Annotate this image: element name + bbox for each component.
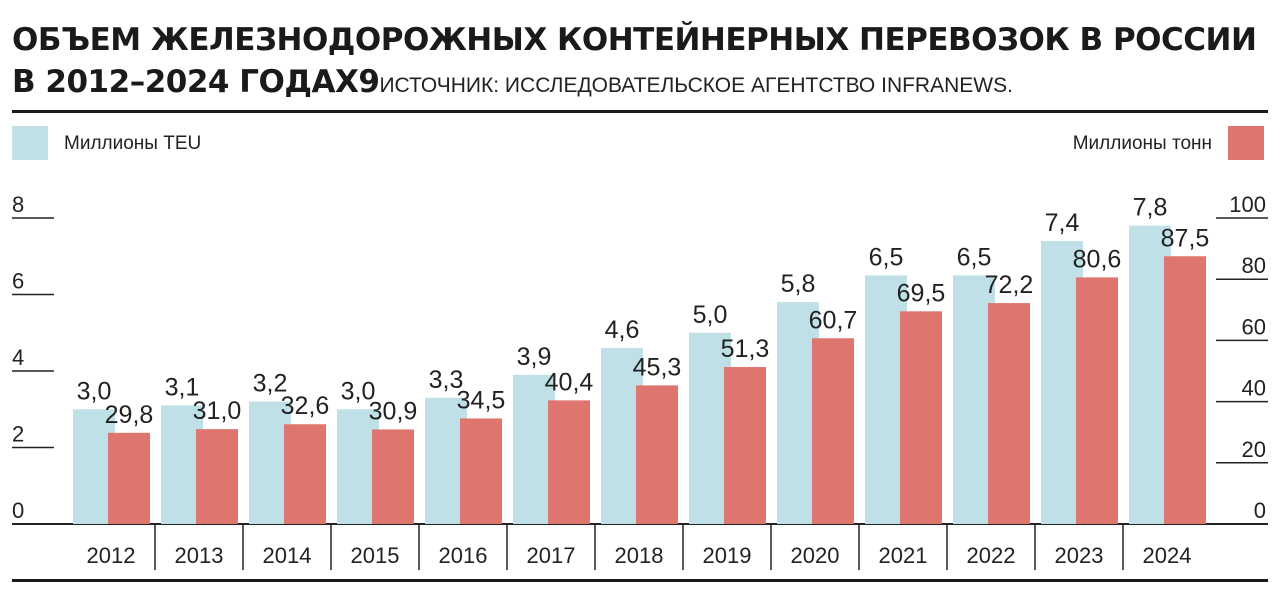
bar-tons — [108, 432, 150, 524]
y-right-tick-label: 20 — [1242, 437, 1266, 462]
data-label-teu: 7,4 — [1045, 209, 1080, 237]
data-label-tons: 51,3 — [721, 335, 770, 363]
x-tick-label: 2013 — [175, 543, 224, 568]
bar-tons — [1164, 256, 1206, 524]
data-label-teu: 3,0 — [341, 377, 376, 405]
bar-tons — [372, 429, 414, 524]
y-right-tick-label: 40 — [1242, 376, 1266, 401]
bar-tons — [900, 311, 942, 524]
x-tick-label: 2020 — [791, 543, 840, 568]
y-left-tick-label: 2 — [12, 422, 24, 447]
x-tick-label: 2016 — [439, 543, 488, 568]
data-label-tons: 60,7 — [809, 306, 858, 334]
chart-title-line-2: В 2012–2024 ГОДАХ9ИСТОЧНИК: ИССЛЕДОВАТЕЛ… — [12, 64, 1013, 100]
legend-label-teu: Миллионы TEU — [64, 133, 202, 154]
bar-tons — [284, 424, 326, 524]
chart-title-years: В 2012–2024 ГОДАХ9 — [12, 64, 380, 100]
x-tick-label: 2024 — [1143, 543, 1192, 568]
bar-tons — [460, 418, 502, 524]
bar-tons — [988, 303, 1030, 524]
data-label-teu: 3,2 — [253, 370, 288, 398]
y-left-tick-label: 8 — [12, 192, 24, 217]
data-label-tons: 69,5 — [897, 279, 946, 307]
y-left-tick-label: 6 — [12, 269, 24, 294]
bar-tons — [196, 429, 238, 524]
y-right-tick-label: 0 — [1254, 498, 1266, 523]
y-right-tick-label: 80 — [1242, 253, 1266, 278]
x-tick-label: 2022 — [967, 543, 1016, 568]
x-tick-label: 2018 — [615, 543, 664, 568]
data-label-teu: 4,6 — [605, 316, 640, 344]
x-tick-label: 2017 — [527, 543, 576, 568]
y-left-tick-label: 4 — [12, 345, 24, 370]
data-label-tons: 72,2 — [985, 271, 1034, 299]
bar-tons — [724, 367, 766, 524]
top-rule — [12, 110, 1268, 113]
y-left-tick-label: 0 — [12, 498, 24, 523]
y-right-tick-label: 60 — [1242, 314, 1266, 339]
x-tick-label: 2021 — [879, 543, 928, 568]
y-right-tick-label: 100 — [1229, 192, 1266, 217]
data-label-tons: 32,6 — [281, 392, 330, 420]
legend-swatch-tons — [1228, 126, 1264, 160]
bar-tons — [812, 338, 854, 524]
data-label-tons: 80,6 — [1073, 245, 1122, 273]
x-tick-label: 2012 — [87, 543, 136, 568]
data-label-tons: 30,9 — [369, 397, 418, 425]
data-label-tons: 40,4 — [545, 368, 594, 396]
legend-label-tons: Миллионы тонн — [1072, 133, 1212, 154]
chart-title-line-1: ОБЪЕМ ЖЕЛЕЗНОДОРОЖНЫХ КОНТЕЙНЕРНЫХ ПЕРЕВ… — [12, 22, 1257, 58]
bar-tons — [636, 385, 678, 524]
data-label-teu: 6,5 — [957, 243, 992, 271]
data-label-tons: 29,8 — [105, 401, 154, 429]
x-tick-label: 2023 — [1055, 543, 1104, 568]
chart-source: ИСТОЧНИК: ИССЛЕДОВАТЕЛЬСКОЕ АГЕНТСТВО IN… — [379, 74, 1013, 97]
data-label-tons: 45,3 — [633, 353, 682, 381]
x-tick-label: 2019 — [703, 543, 752, 568]
data-label-teu: 3,9 — [517, 343, 552, 371]
data-label-teu: 3,0 — [77, 377, 112, 405]
data-label-teu: 3,3 — [429, 366, 464, 394]
data-label-teu: 7,8 — [1133, 194, 1168, 222]
data-label-tons: 34,5 — [457, 386, 506, 414]
x-tick-label: 2014 — [263, 543, 312, 568]
data-label-tons: 31,0 — [193, 397, 242, 425]
data-label-teu: 3,1 — [165, 373, 200, 401]
data-label-teu: 5,0 — [693, 301, 728, 329]
data-label-tons: 87,5 — [1161, 224, 1210, 252]
data-label-teu: 5,8 — [781, 270, 816, 298]
legend-swatch-teu — [12, 126, 48, 160]
bottom-rule — [12, 579, 1268, 582]
bar-tons — [548, 400, 590, 524]
bar-tons — [1076, 277, 1118, 524]
data-label-teu: 6,5 — [869, 243, 904, 271]
x-tick-label: 2015 — [351, 543, 400, 568]
